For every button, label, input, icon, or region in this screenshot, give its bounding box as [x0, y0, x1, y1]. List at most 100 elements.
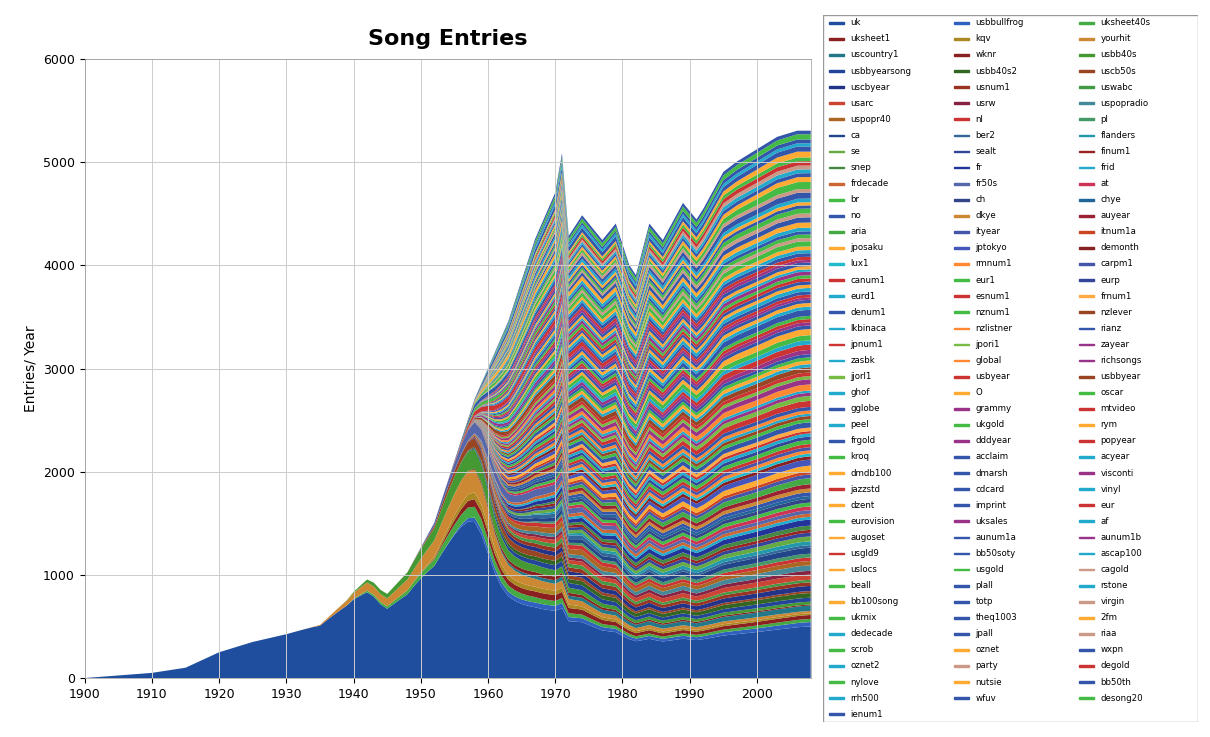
Text: rianz: rianz [1100, 324, 1122, 333]
Bar [953, 681, 969, 683]
Bar [953, 649, 969, 651]
Bar [953, 263, 969, 265]
Text: oscar: oscar [1100, 388, 1124, 397]
Bar [829, 343, 845, 346]
Text: no: no [851, 212, 862, 220]
Bar [953, 472, 969, 474]
Bar [953, 504, 969, 506]
Bar [829, 215, 845, 217]
Bar [829, 681, 845, 683]
Text: usgld9: usgld9 [851, 549, 878, 558]
Text: fr50s: fr50s [975, 179, 997, 188]
Bar [1079, 489, 1094, 490]
Bar [1079, 569, 1094, 570]
Text: vinyl: vinyl [1100, 485, 1120, 494]
Bar [1079, 537, 1094, 538]
Bar [829, 489, 845, 490]
Bar [953, 392, 969, 394]
Text: ienum1: ienum1 [851, 710, 883, 719]
Bar [829, 456, 845, 458]
Bar [1079, 263, 1094, 265]
Bar [1079, 231, 1094, 233]
Bar [953, 601, 969, 603]
Text: sealt: sealt [975, 147, 996, 156]
Text: nutsie: nutsie [975, 677, 1002, 687]
Text: uk: uk [851, 18, 860, 27]
Bar [1079, 22, 1094, 24]
Text: uscountry1: uscountry1 [851, 50, 899, 60]
Bar [1079, 38, 1094, 40]
Text: usrw: usrw [975, 99, 996, 108]
Bar [829, 649, 845, 651]
Text: usbb40s: usbb40s [1100, 50, 1137, 60]
Bar [953, 296, 969, 297]
Text: nzlistner: nzlistner [975, 324, 1013, 333]
Text: jpnum1: jpnum1 [851, 340, 883, 349]
Bar [829, 360, 845, 361]
Text: party: party [975, 662, 998, 671]
Bar [1079, 312, 1094, 313]
Text: usarc: usarc [851, 99, 874, 108]
Text: jposaku: jposaku [851, 243, 883, 252]
Bar [1079, 649, 1094, 651]
Bar [953, 167, 969, 169]
Text: wknr: wknr [975, 50, 996, 60]
Bar [1079, 183, 1094, 184]
Bar [953, 360, 969, 361]
Text: acclaim: acclaim [975, 453, 1008, 461]
Text: esnum1: esnum1 [975, 292, 1010, 301]
Text: uksheet1: uksheet1 [851, 35, 891, 43]
Text: br: br [851, 195, 859, 204]
Bar [829, 55, 845, 56]
Bar [829, 713, 845, 715]
Bar [1079, 119, 1094, 120]
Text: virgin: virgin [1100, 597, 1124, 606]
Bar [953, 456, 969, 458]
Text: uksheet40s: uksheet40s [1100, 18, 1151, 27]
Bar [953, 440, 969, 442]
Text: riaa: riaa [1100, 629, 1117, 638]
Text: uslocs: uslocs [851, 565, 877, 574]
Text: ca: ca [851, 131, 860, 140]
Bar [953, 585, 969, 587]
Text: frnum1: frnum1 [1100, 292, 1131, 301]
Text: rym: rym [1100, 420, 1117, 429]
Text: jptokyo: jptokyo [975, 243, 1007, 252]
Bar [829, 617, 845, 619]
Bar [953, 617, 969, 619]
Text: aria: aria [851, 227, 866, 237]
Bar [829, 167, 845, 169]
Text: augoset: augoset [851, 533, 885, 542]
Text: beall: beall [851, 581, 871, 590]
Text: totp: totp [975, 597, 993, 606]
Bar [829, 150, 845, 153]
Text: fr: fr [975, 163, 983, 172]
Bar [953, 247, 969, 249]
Text: visconti: visconti [1100, 469, 1134, 478]
Text: usbb40s2: usbb40s2 [975, 66, 1018, 75]
Text: uspopr40: uspopr40 [851, 115, 891, 124]
Bar [829, 424, 845, 426]
Text: aunum1b: aunum1b [1100, 533, 1141, 542]
Text: usbbyear: usbbyear [1100, 372, 1141, 381]
Bar [829, 38, 845, 40]
Text: oznet: oznet [975, 646, 999, 654]
Bar [953, 327, 969, 329]
Bar [829, 440, 845, 442]
Bar [829, 86, 845, 88]
Text: af: af [1100, 517, 1108, 525]
Bar [1079, 617, 1094, 619]
Text: desong20: desong20 [1100, 694, 1143, 702]
Bar [1079, 697, 1094, 699]
Text: usbbullfrog: usbbullfrog [975, 18, 1024, 27]
Text: flanders: flanders [1100, 131, 1135, 140]
Bar [829, 392, 845, 394]
Bar [953, 199, 969, 200]
Text: lux1: lux1 [851, 259, 869, 268]
Bar [1079, 167, 1094, 169]
Text: jazzstd: jazzstd [851, 485, 881, 494]
Bar [953, 183, 969, 184]
Text: ber2: ber2 [975, 131, 995, 140]
Text: uscb50s: uscb50s [1100, 66, 1136, 75]
Bar [1079, 456, 1094, 458]
